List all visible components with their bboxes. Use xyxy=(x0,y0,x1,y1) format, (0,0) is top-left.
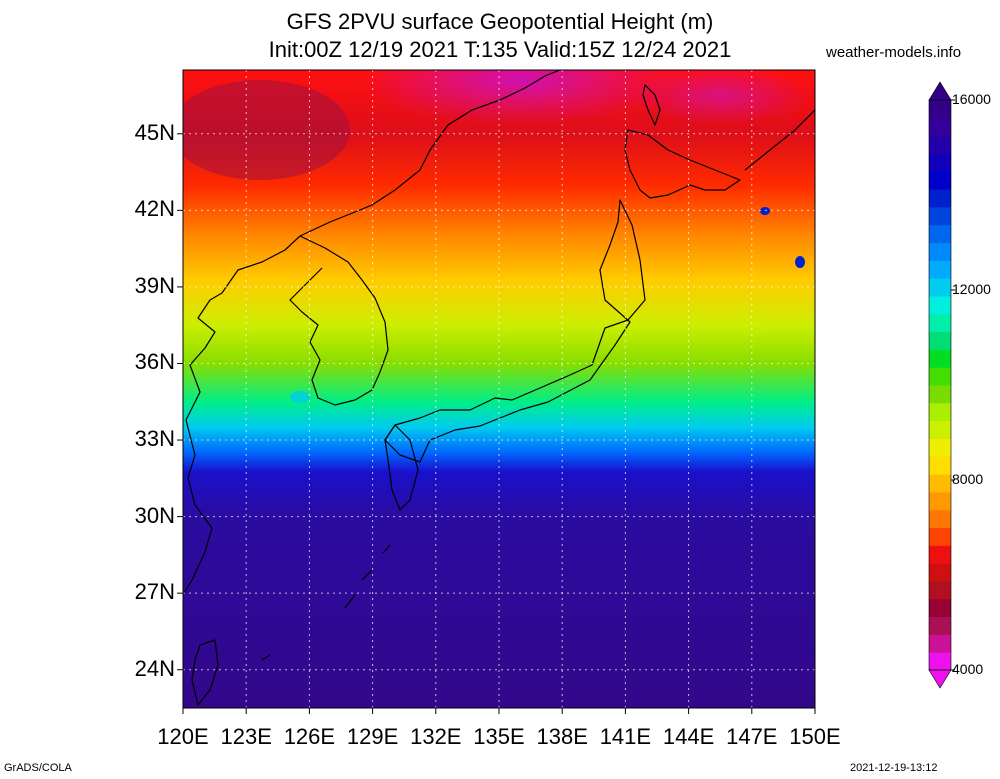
colorbar-label: 16000 xyxy=(952,91,991,107)
colorbar-top-arrow xyxy=(928,81,952,101)
colorbar-swatch xyxy=(929,598,951,618)
coast-taiwan xyxy=(191,639,219,706)
coast-honshu xyxy=(384,199,646,463)
lat-label: 24N xyxy=(134,655,175,681)
axis-ticks xyxy=(177,133,816,714)
blue-speckle xyxy=(760,207,770,215)
colorbar xyxy=(928,81,952,689)
lon-label: 135E xyxy=(473,724,525,749)
coast-hokkaido xyxy=(624,129,741,199)
coast-china xyxy=(183,235,301,596)
lat-label: 33N xyxy=(134,426,175,452)
lat-label: 45N xyxy=(134,119,175,145)
lat-label: 27N xyxy=(134,579,175,605)
site-label[interactable]: weather-models.info xyxy=(826,44,962,61)
colorbar-frame xyxy=(928,99,952,671)
colorbar-swatch xyxy=(929,580,951,600)
coast-russia xyxy=(299,70,561,237)
colorbar-swatch xyxy=(929,438,951,457)
colorbar-swatch xyxy=(929,652,951,671)
colorbar-swatch xyxy=(929,189,951,208)
coast-ryukyu xyxy=(261,544,391,661)
colorbar-swatch xyxy=(929,456,951,475)
lon-label: 138E xyxy=(536,724,588,749)
lat-label: 39N xyxy=(134,272,175,298)
coastlines xyxy=(183,70,815,706)
colorbar-swatch xyxy=(929,242,951,261)
colorbar-swatch xyxy=(929,331,951,350)
lon-label: 144E xyxy=(662,724,715,749)
lat-label: 36N xyxy=(134,349,175,375)
coast-korea xyxy=(289,235,389,406)
lat-label: 42N xyxy=(134,196,175,222)
colorbar-swatch xyxy=(929,491,951,511)
colorbar-swatch xyxy=(929,527,951,546)
lon-label: 150E xyxy=(789,724,841,749)
colorbar-swatch xyxy=(929,420,951,439)
colorbar-label: 8000 xyxy=(952,471,984,487)
cyan-blob xyxy=(290,391,310,403)
colorbar-swatch xyxy=(929,171,951,190)
colorbar-swatch xyxy=(929,100,951,119)
low-height-region xyxy=(360,70,680,125)
lon-label: 132E xyxy=(410,724,462,749)
colorbar-swatch xyxy=(929,135,951,154)
coast-kyushu xyxy=(384,424,419,511)
low-height-region-east xyxy=(630,70,810,125)
colorbar-swatch xyxy=(929,224,951,243)
colorbar-swatch xyxy=(929,206,951,226)
colorbar-label: 4000 xyxy=(952,661,984,677)
lon-label: 126E xyxy=(283,724,336,749)
colorbar-swatch xyxy=(929,545,951,564)
timestamp: 2021-12-19-13:12 xyxy=(850,762,938,774)
colorbar-bottom-arrow xyxy=(928,669,952,689)
lon-label: 120E xyxy=(157,724,209,749)
lon-label: 141E xyxy=(599,724,652,749)
chart-subtitle: Init:00Z 12/19 2021 T:135 Valid:15Z 12/2… xyxy=(268,37,732,62)
lon-label: 123E xyxy=(220,724,272,749)
colorbar-swatch xyxy=(929,402,951,422)
lat-label: 30N xyxy=(134,502,175,528)
dark-red-patch xyxy=(183,80,350,180)
chart-title: GFS 2PVU surface Geopotential Height (m) xyxy=(286,9,714,34)
colorbar-swatch xyxy=(929,278,951,297)
colorbar-swatch xyxy=(929,367,951,386)
colorbar-swatch xyxy=(929,563,951,582)
colorbar-swatch xyxy=(929,153,951,172)
colorbar-swatch xyxy=(929,509,951,528)
colorbar-swatch xyxy=(929,385,951,404)
colorbar-swatch xyxy=(929,349,951,368)
colorbar-swatch xyxy=(929,313,951,333)
colorbar-swatch xyxy=(929,616,951,635)
lon-label: 147E xyxy=(726,724,778,749)
grads-credit: GrADS/COLA xyxy=(4,762,72,774)
colorbar-swatch xyxy=(929,260,951,279)
colorbar-swatch xyxy=(929,117,951,137)
blue-speckle xyxy=(795,256,805,268)
colorbar-label: 12000 xyxy=(952,281,991,297)
coast-kuril xyxy=(744,109,815,171)
colorbar-swatch xyxy=(929,474,951,493)
colorbar-swatch xyxy=(929,634,951,653)
colorbar-swatch xyxy=(929,295,951,315)
coast-sakhalin xyxy=(642,84,661,126)
lon-label: 129E xyxy=(346,724,399,749)
lat-lon-grid xyxy=(183,70,815,708)
